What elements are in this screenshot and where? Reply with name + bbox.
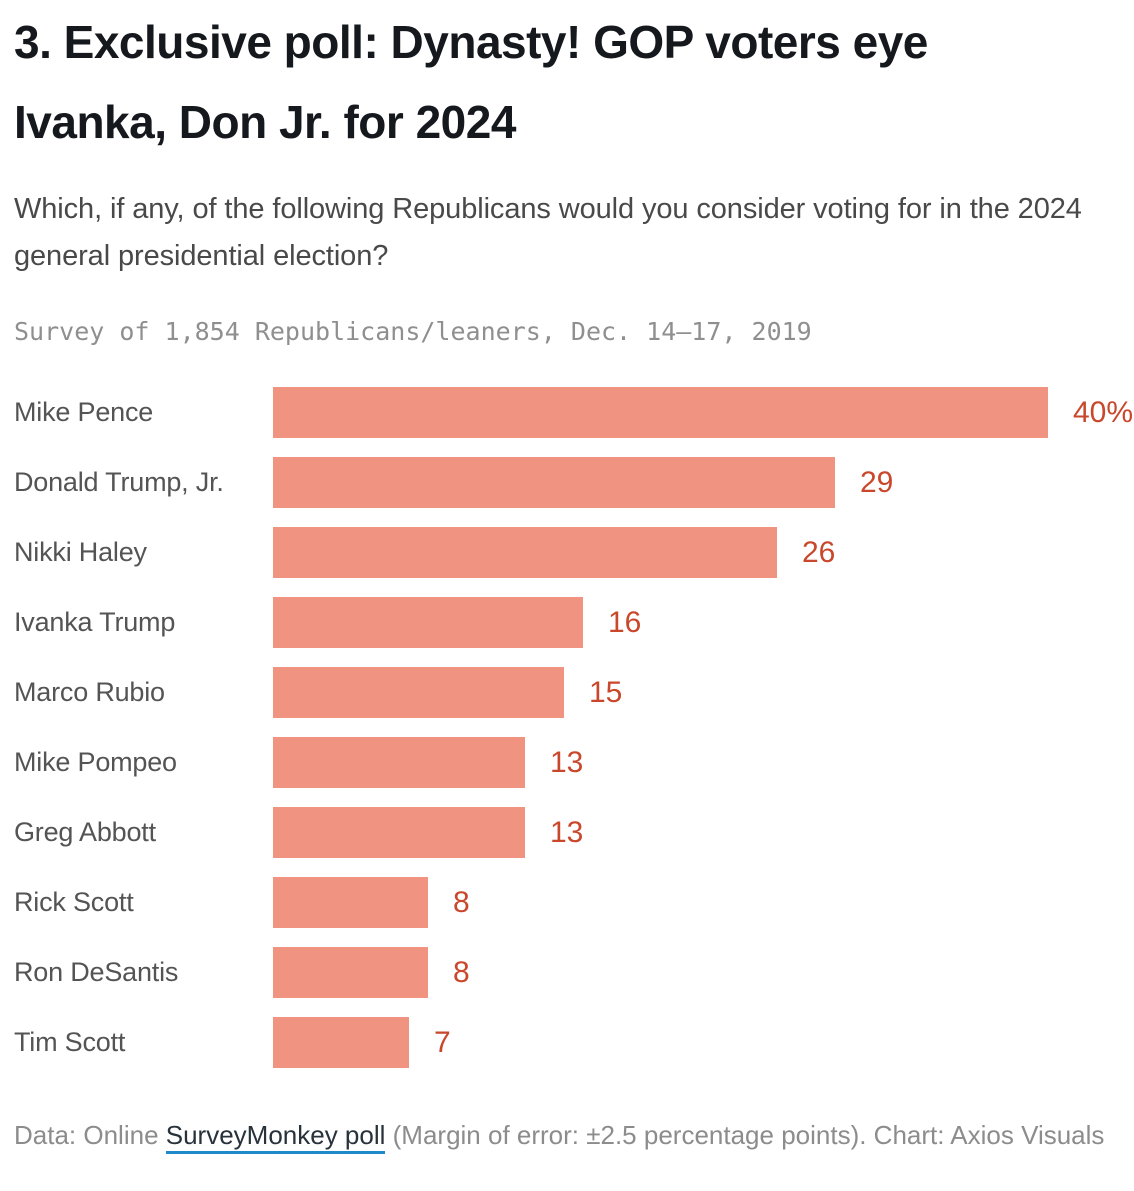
bar [273, 667, 564, 718]
bar-category-label: Tim Scott [14, 1027, 126, 1057]
bar-category-label: Ivanka Trump [14, 607, 176, 637]
chart-row: Marco Rubio 15 [14, 667, 1120, 718]
bar [273, 527, 777, 578]
bar-track: 8 [273, 877, 1120, 928]
bar-value-label: 40% [1073, 395, 1134, 429]
bar [273, 737, 525, 788]
bar-value-label: 16 [608, 605, 642, 639]
page-title: 3. Exclusive poll: Dynasty! GOP voters e… [14, 16, 928, 148]
bar-track: 15 [273, 667, 1120, 718]
chart-row: Rick Scott 8 [14, 877, 1120, 928]
chart-row: Nikki Haley 26 [14, 527, 1120, 578]
bar-track: 8 [273, 947, 1120, 998]
bar-category-label: Nikki Haley [14, 537, 147, 567]
bar-track: 7 [273, 1017, 1120, 1068]
bar [273, 807, 525, 858]
bar-value-label: 15 [589, 675, 623, 709]
bar-track: 29 [273, 457, 1120, 508]
bar-category-label: Greg Abbott [14, 817, 156, 847]
chart-row: Ron DeSantis 8 [14, 947, 1120, 998]
chart-row: Mike Pompeo 13 [14, 737, 1120, 788]
source-prefix: Data: Online [14, 1120, 166, 1150]
bar-track: 13 [273, 737, 1120, 788]
bar-value-label: 8 [453, 885, 470, 919]
chart-row: Greg Abbott 13 [14, 807, 1120, 858]
bar-value-label: 13 [550, 815, 584, 849]
chart-row: Mike Pence 40% [14, 387, 1133, 438]
bar-track: 16 [273, 597, 1120, 648]
bar [273, 597, 583, 648]
bar-value-label: 8 [453, 955, 470, 989]
chart-row: Donald Trump, Jr. 29 [14, 457, 1120, 508]
bar-value-label: 7 [434, 1025, 451, 1059]
poll-article-section: 3. Exclusive poll: Dynasty! GOP voters e… [14, 16, 1133, 1159]
source-suffix: (Margin of error: ±2.5 percentage points… [385, 1120, 1105, 1150]
chart-row: Ivanka Trump 16 [14, 597, 1120, 648]
bar [273, 947, 428, 998]
bar [273, 1017, 409, 1068]
bar-category-label: Ron DeSantis [14, 957, 179, 987]
bar-category-label: Mike Pence [14, 397, 154, 427]
bar-value-label: 29 [860, 465, 894, 499]
bar-category-label: Mike Pompeo [14, 747, 177, 777]
bar-value-label: 13 [550, 745, 584, 779]
bar [273, 387, 1048, 438]
bar-category-label: Marco Rubio [14, 677, 165, 707]
chart-question: Which, if any, of the following Republic… [14, 193, 1082, 272]
source-note: Data: Online SurveyMonkey poll (Margin o… [14, 1112, 1120, 1159]
chart-row: Tim Scott 7 [14, 1017, 1120, 1068]
bar-value-label: 26 [802, 535, 836, 569]
surveymonkey-link[interactable]: SurveyMonkey poll [165, 1120, 386, 1154]
bar-category-label: Rick Scott [14, 887, 134, 917]
bar-track: 40% [273, 387, 1133, 438]
bar-track: 13 [273, 807, 1120, 858]
bar-chart: Mike Pence 40% Donald Trump, Jr. 29 Nikki Ha… [14, 387, 1133, 1068]
bar-track: 26 [273, 527, 1120, 578]
bar-category-label: Donald Trump, Jr. [14, 467, 224, 497]
survey-note: Survey of 1,854 Republicans/leaners, Dec… [14, 317, 812, 346]
bar [273, 457, 835, 508]
bar [273, 877, 428, 928]
